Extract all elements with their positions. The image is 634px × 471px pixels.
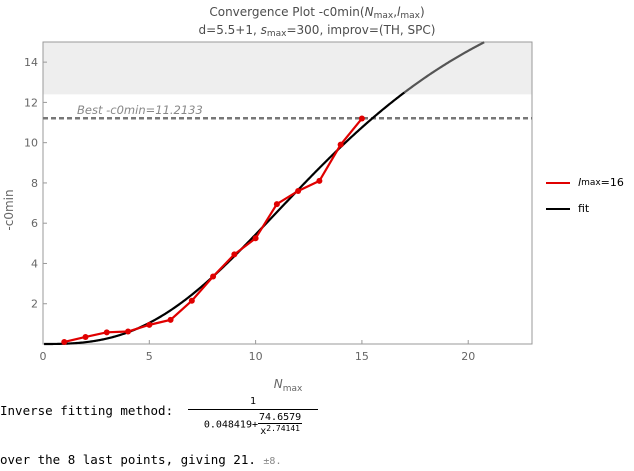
formula-fraction-bar bbox=[188, 409, 318, 410]
series-lmax16 bbox=[61, 115, 365, 345]
data-point bbox=[82, 333, 89, 340]
formula-base: x bbox=[260, 426, 267, 437]
formula-denominator: 0.048419+ 74.6579 x2.74141 bbox=[188, 412, 318, 437]
fit-summary: over the 8 last points, giving 21. ±8. bbox=[0, 452, 281, 467]
fit-formula: 1 0.048419+ 74.6579 x2.74141 bbox=[188, 396, 318, 437]
data-point bbox=[146, 321, 153, 328]
data-point bbox=[188, 297, 195, 304]
formula-inner-numerator: 74.6579 bbox=[258, 412, 303, 424]
formula-inner-fraction: 74.6579 x2.74141 bbox=[258, 412, 303, 437]
y-tick-label: 2 bbox=[31, 298, 38, 311]
y-tick-label: 14 bbox=[24, 56, 38, 69]
data-point bbox=[337, 141, 344, 148]
formula-numerator: 1 bbox=[249, 396, 257, 407]
y-tick-label: 6 bbox=[31, 217, 38, 230]
data-point bbox=[103, 329, 110, 336]
plot-frame bbox=[42, 41, 533, 345]
formula-inner-denominator: x2.74141 bbox=[258, 424, 302, 437]
x-axis-ticks: 0 5 10 15 20 bbox=[40, 340, 475, 363]
data-point bbox=[231, 251, 238, 258]
legend-swatch-fit bbox=[546, 207, 570, 210]
x-tick-label: 5 bbox=[146, 350, 153, 363]
chart-title: Convergence Plot -c0min(Nmax,lmax) bbox=[209, 5, 425, 21]
data-point bbox=[210, 273, 217, 280]
y-tick-label: 10 bbox=[24, 137, 38, 150]
legend-item-fit: fit bbox=[546, 202, 589, 215]
legend-swatch-series bbox=[546, 181, 570, 184]
formula-constant: 0.048419 bbox=[203, 419, 252, 431]
data-point bbox=[358, 115, 365, 122]
fit-curve bbox=[44, 91, 406, 346]
fit-curve-extrapolated bbox=[403, 41, 485, 94]
data-point bbox=[316, 177, 323, 184]
y-axis-ticks: 2 4 6 8 10 12 14 bbox=[24, 56, 47, 311]
legend-series-label: l bbox=[578, 176, 582, 189]
data-point bbox=[167, 316, 174, 323]
x-axis-label: Nmax bbox=[274, 377, 303, 394]
x-axis-label-var: N bbox=[274, 377, 283, 391]
data-point bbox=[252, 235, 259, 242]
y-axis-label: -c0min bbox=[2, 189, 16, 230]
legend-series-sub: max bbox=[581, 177, 601, 188]
data-point bbox=[61, 338, 68, 345]
x-tick-label: 10 bbox=[249, 350, 263, 363]
legend-series-value: =16 bbox=[600, 176, 624, 189]
data-point bbox=[273, 201, 280, 208]
x-tick-label: 0 bbox=[40, 350, 47, 363]
best-value-label: Best -c0min=11.2133 bbox=[77, 103, 203, 117]
data-point bbox=[125, 328, 132, 335]
data-point bbox=[295, 187, 302, 194]
x-tick-label: 20 bbox=[461, 350, 475, 363]
fit-method-label: Inverse fitting method: bbox=[0, 403, 174, 418]
summary-text: over the 8 last points, giving 21. bbox=[0, 452, 256, 467]
x-tick-label: 15 bbox=[355, 350, 369, 363]
legend-fit-label: fit bbox=[578, 202, 590, 215]
formula-exponent: 2.74141 bbox=[266, 424, 300, 433]
y-tick-label: 8 bbox=[31, 177, 38, 190]
formula-plus: + bbox=[251, 419, 259, 431]
shaded-band bbox=[43, 42, 532, 95]
y-tick-label: 12 bbox=[24, 96, 38, 109]
chart-subtitle: d=5.5+1, smax=300, improv=(TH, SPC) bbox=[198, 23, 436, 39]
legend-item-series: l max =16 bbox=[546, 176, 624, 189]
x-axis-label-sub: max bbox=[283, 384, 303, 394]
y-tick-label: 4 bbox=[31, 257, 38, 270]
series-line bbox=[64, 117, 363, 344]
summary-uncertainty: ±8. bbox=[263, 456, 282, 467]
